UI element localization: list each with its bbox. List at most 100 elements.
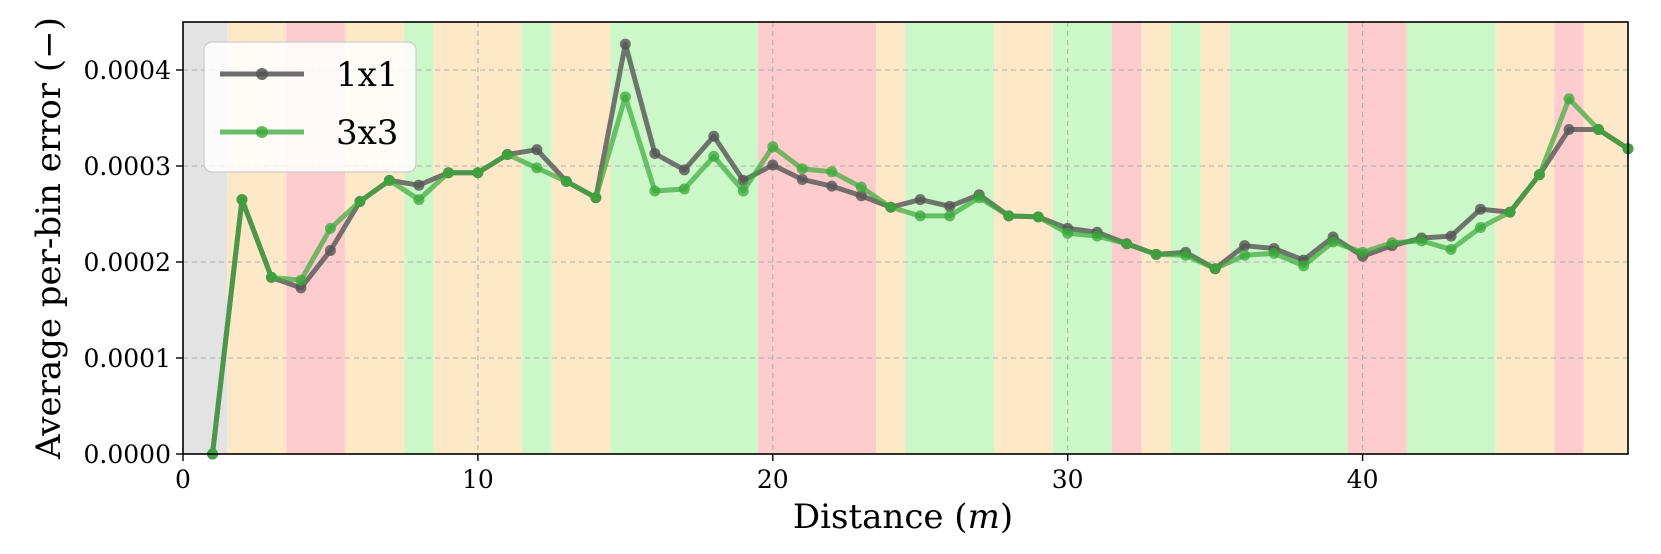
data-point-1x1 — [1445, 230, 1457, 242]
data-point-3x3 — [1357, 246, 1369, 258]
data-point-3x3 — [1062, 227, 1074, 239]
data-point-3x3 — [855, 181, 867, 193]
background-band — [1347, 22, 1407, 454]
x-tick-label: 20 — [757, 465, 789, 494]
data-point-3x3 — [1298, 260, 1310, 272]
data-point-3x3 — [1563, 93, 1575, 105]
y-tick-label: 0.0004 — [84, 56, 171, 85]
data-point-3x3 — [914, 210, 926, 222]
data-point-1x1 — [619, 38, 631, 50]
series-3x3 — [206, 91, 1634, 460]
data-point-3x3 — [1150, 248, 1162, 260]
y-tick-label: 0.0003 — [84, 152, 171, 181]
data-point-1x1 — [324, 244, 336, 256]
data-point-1x1 — [413, 179, 425, 191]
data-point-3x3 — [767, 141, 779, 153]
x-axis-ticks: 0 10 20 30 40 — [175, 454, 1378, 494]
data-point-3x3 — [619, 91, 631, 103]
x-tick-label: 10 — [462, 465, 494, 494]
y-tick-label: 0.0000 — [84, 440, 171, 469]
data-point-3x3 — [1003, 210, 1015, 222]
data-point-1x1 — [649, 148, 661, 160]
data-point-3x3 — [324, 222, 336, 234]
x-tick-label: 0 — [175, 465, 191, 494]
background-band — [551, 22, 611, 454]
data-point-1x1 — [826, 180, 838, 192]
y-axis-ticks: 0.0000 0.0001 0.0002 0.0003 0.0004 — [84, 56, 183, 469]
data-point-1x1 — [796, 173, 808, 185]
data-point-3x3 — [1445, 244, 1457, 256]
x-tick-label: 40 — [1347, 465, 1379, 494]
legend: 1x1 3x3 — [203, 41, 417, 173]
background-band — [1170, 22, 1201, 454]
data-point-3x3 — [531, 162, 543, 174]
data-point-3x3 — [265, 271, 277, 283]
data-point-1x1 — [914, 194, 926, 206]
data-point-1x1 — [944, 200, 956, 212]
data-point-3x3 — [472, 167, 484, 179]
data-point-3x3 — [1239, 249, 1251, 261]
data-point-1x1 — [767, 159, 779, 171]
background-band — [905, 22, 994, 454]
data-point-3x3 — [973, 192, 985, 204]
data-point-3x3 — [678, 183, 690, 195]
background-band — [522, 22, 552, 454]
legend-label-1x1: 1x1 — [336, 55, 398, 95]
data-point-3x3 — [413, 194, 425, 206]
data-point-3x3 — [354, 196, 366, 208]
data-point-1x1 — [295, 282, 307, 294]
plot-frame — [182, 21, 1629, 455]
data-point-3x3 — [590, 192, 602, 204]
background-band — [1141, 22, 1171, 454]
data-point-3x3 — [1504, 206, 1516, 218]
data-point-3x3 — [1091, 230, 1103, 242]
data-point-3x3 — [1121, 238, 1133, 250]
background-band — [758, 22, 877, 454]
data-point-3x3 — [383, 174, 395, 186]
data-point-3x3 — [708, 150, 720, 162]
data-point-3x3 — [442, 167, 454, 179]
data-point-3x3 — [1475, 221, 1487, 233]
data-point-1x1 — [531, 144, 543, 156]
background-band — [1495, 22, 1555, 454]
data-point-3x3 — [295, 274, 307, 286]
data-point-3x3 — [1032, 211, 1044, 223]
data-point-3x3 — [826, 166, 838, 178]
data-point-1x1 — [855, 190, 867, 202]
data-point-3x3 — [501, 148, 513, 160]
data-point-3x3 — [1386, 237, 1398, 249]
data-point-3x3 — [1180, 249, 1192, 261]
data-point-3x3 — [236, 194, 248, 206]
x-tick-label: 30 — [1052, 465, 1084, 494]
x-axis-label: Distance (m) — [793, 497, 1013, 537]
y-axis-label: Average per-bin error (−) — [29, 17, 69, 460]
data-point-3x3 — [944, 210, 956, 222]
data-point-1x1 — [1239, 240, 1251, 252]
data-point-3x3 — [885, 201, 897, 213]
data-point-3x3 — [1416, 235, 1428, 247]
legend-marker-3x3 — [256, 126, 268, 138]
background-band — [610, 22, 759, 454]
background-band — [876, 22, 906, 454]
data-point-3x3 — [1593, 124, 1605, 136]
series-layer — [206, 38, 1634, 460]
background-band — [1583, 22, 1628, 454]
data-point-3x3 — [1327, 236, 1339, 248]
y-tick-label: 0.0002 — [84, 248, 171, 277]
background-band — [993, 22, 1053, 454]
legend-marker-1x1 — [256, 68, 268, 80]
data-point-3x3 — [796, 163, 808, 175]
background-band — [1200, 22, 1230, 454]
background-band — [1554, 22, 1584, 454]
data-point-1x1 — [1563, 124, 1575, 136]
data-point-3x3 — [737, 185, 749, 197]
data-point-3x3 — [1209, 263, 1221, 275]
data-point-1x1 — [1475, 203, 1487, 215]
legend-label-3x3: 3x3 — [336, 113, 398, 153]
data-point-3x3 — [649, 185, 661, 197]
data-point-1x1 — [678, 164, 690, 176]
y-tick-label: 0.0001 — [84, 344, 171, 373]
data-point-3x3 — [560, 175, 572, 187]
data-point-1x1 — [708, 130, 720, 142]
